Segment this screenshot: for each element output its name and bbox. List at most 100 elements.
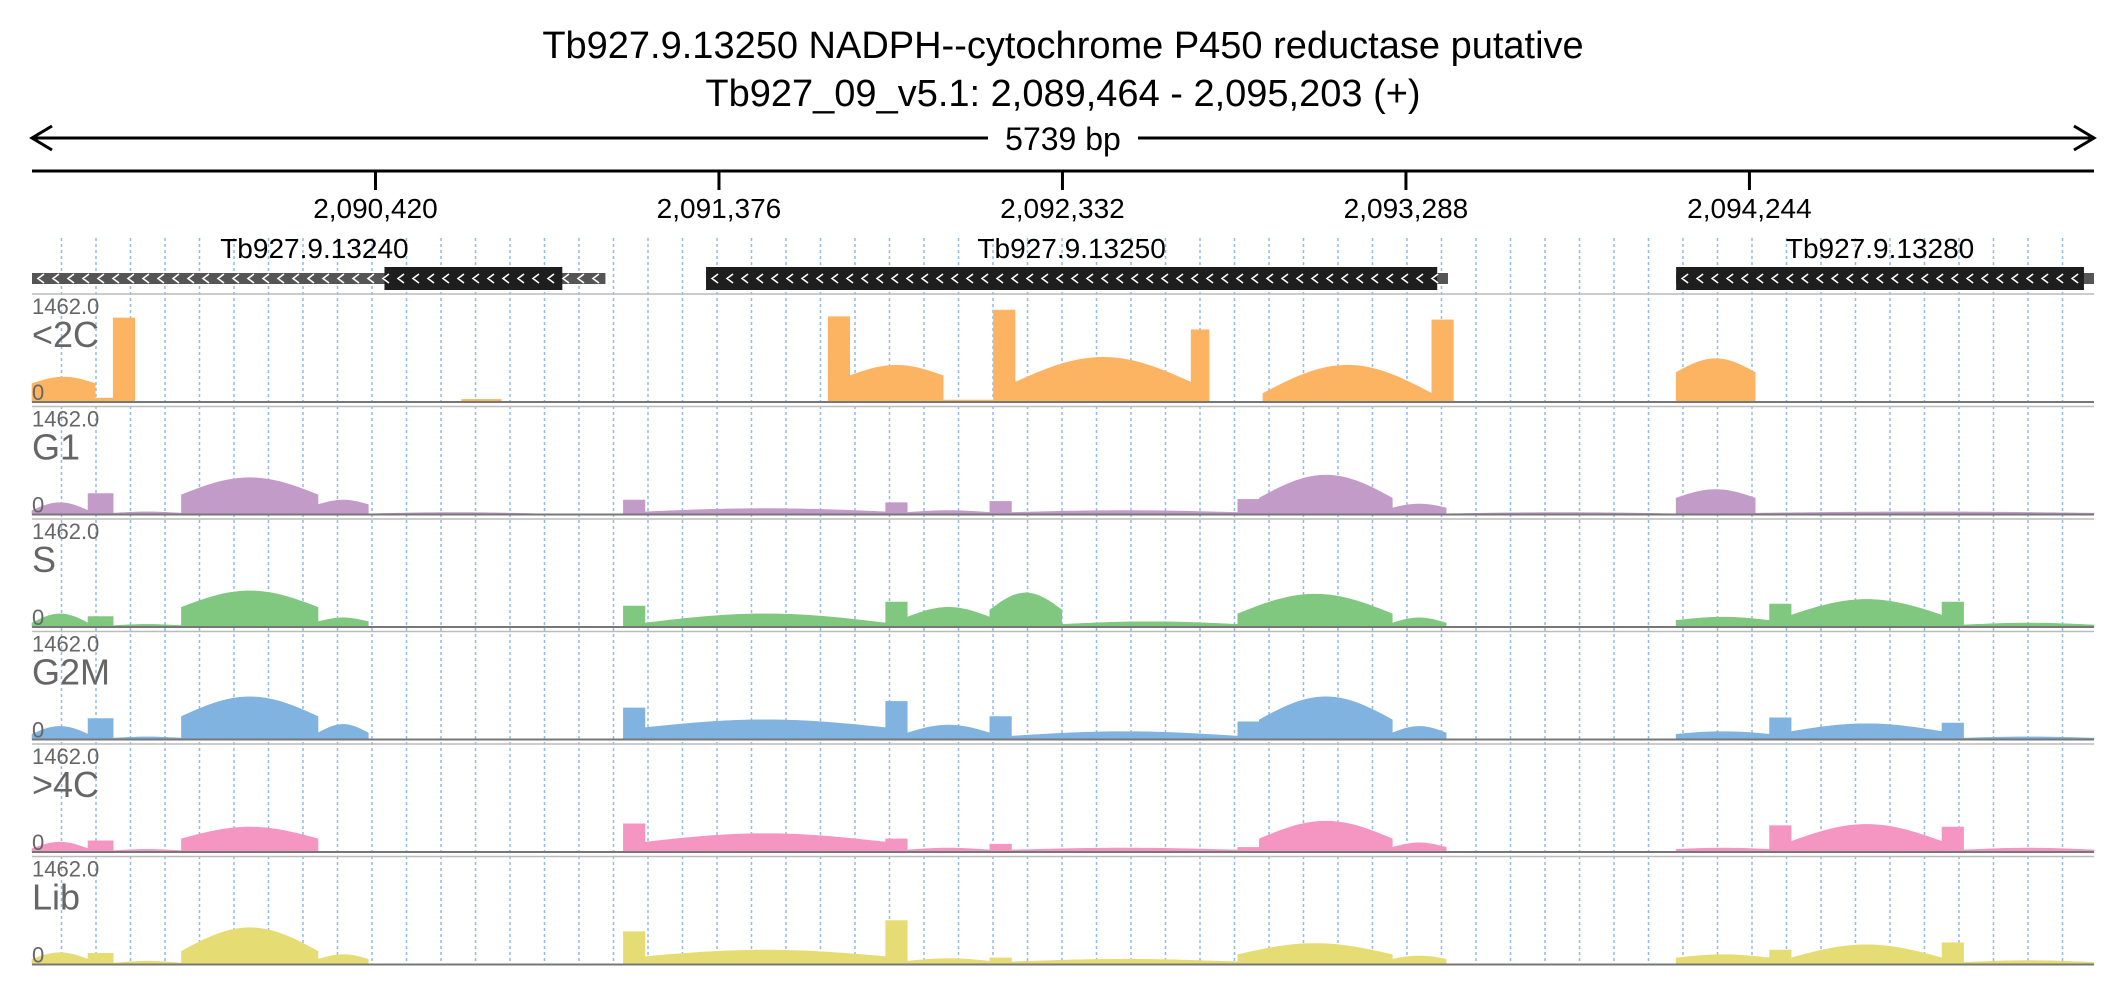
- chart-title: Tb927.9.13250 NADPH--cytochrome P450 red…: [542, 25, 1583, 67]
- coverage-area: [906, 724, 991, 740]
- coverage-area: [849, 364, 944, 403]
- coverage-track: 1462.0 0 >4C: [31, 743, 2095, 855]
- gene-label: Tb927.9.13250: [977, 233, 1165, 264]
- coverage-area: [31, 841, 89, 853]
- ruler-tick-label: 2,090,420: [313, 193, 438, 224]
- coverage-area: [623, 605, 646, 628]
- track-name-label: >4C: [32, 764, 99, 805]
- track-name-label: G1: [32, 427, 80, 468]
- coverage-area: [1014, 357, 1192, 403]
- gene-label: Tb927.9.13240: [220, 233, 408, 264]
- gene-cds-box: [1676, 267, 2084, 290]
- coverage-area: [87, 616, 114, 628]
- coverage-area: [989, 501, 1012, 515]
- coverage-area: [644, 613, 886, 628]
- coverage-area: [87, 493, 114, 515]
- gene: Tb927.9.13240: [32, 233, 606, 290]
- coverage-area: [644, 719, 886, 740]
- coverage-track: 1462.0 0 <2C: [31, 293, 2094, 405]
- coverage-area: [885, 502, 908, 515]
- coverage-area: [644, 949, 886, 965]
- gene: Tb927.9.13280: [1676, 233, 2094, 290]
- coverage-area: [1790, 599, 1943, 628]
- coverage-area: [885, 601, 908, 628]
- coverage-area: [1769, 603, 1792, 628]
- ruler-tick-label: 2,092,332: [1000, 193, 1125, 224]
- coverage-area: [623, 707, 646, 740]
- gene-track: Tb927.9.13240 Tb927.9.13250 Tb927.9.13280: [32, 233, 2094, 290]
- track-ymax-label: 1462.0: [32, 407, 99, 432]
- coverage-area: [885, 838, 908, 853]
- gene: Tb927.9.13250: [706, 233, 1448, 290]
- coverage-area: [31, 613, 89, 628]
- coverage-area: [989, 843, 1012, 853]
- coverage-area: [1262, 364, 1433, 403]
- track-ymin-label: 0: [32, 718, 44, 743]
- coverage-track: 1462.0 0 G1: [31, 405, 2095, 518]
- track-ymax-label: 1462.0: [32, 744, 99, 769]
- ruler-ticks: 2,090,420 2,091,376 2,092,332 2,093,288 2,09…: [313, 171, 1812, 224]
- coverage-area: [906, 607, 991, 628]
- track-name-label: G2M: [32, 652, 110, 693]
- coverage-area: [1675, 489, 1756, 515]
- ruler-tick-label: 2,094,244: [1687, 193, 1812, 224]
- coverage-area: [993, 309, 1016, 403]
- coverage-area: [31, 726, 89, 740]
- coverage-area: [989, 592, 1063, 628]
- coverage-track: 1462.0 0 G2M: [31, 630, 2095, 743]
- strand-chevron-icon: [36, 273, 600, 284]
- coverage-area: [1391, 503, 1447, 515]
- coverage-area: [644, 508, 886, 515]
- coverage-area: [623, 823, 646, 853]
- coverage-area: [31, 376, 96, 403]
- strand-chevron-icon: [1680, 273, 2079, 284]
- ruler-tick-label: 2,091,376: [657, 193, 782, 224]
- coverage-area: [1190, 329, 1210, 403]
- coverage-area: [31, 952, 89, 965]
- coverage-area: [1941, 601, 1964, 628]
- coverage-area: [317, 954, 369, 965]
- coverage-area: [112, 317, 136, 403]
- gene-label: Tb927.9.13280: [1786, 233, 1974, 264]
- coverage-area: [1790, 824, 1943, 853]
- coverage-area: [317, 499, 369, 515]
- strand-chevron-icon: [710, 273, 1439, 284]
- coverage-area: [1391, 842, 1447, 853]
- arrowhead-right-icon: [2073, 124, 2097, 152]
- coverage-area: [87, 840, 114, 853]
- coverage-area: [1675, 616, 1770, 628]
- chart-header: Tb927.9.13250 NADPH--cytochrome P450 red…: [542, 25, 1583, 115]
- track-ymin-label: 0: [32, 830, 44, 855]
- coverage-area: [1769, 717, 1792, 740]
- coverage-area: [317, 617, 369, 628]
- coverage-area: [1011, 958, 1239, 965]
- coverage-area: [181, 477, 319, 515]
- track-ymax-label: 1462.0: [32, 857, 99, 882]
- coverage-area: [1391, 955, 1447, 965]
- coverage-area: [885, 920, 908, 965]
- span-length-label: 5739 bp: [1005, 121, 1121, 157]
- coverage-area: [1259, 696, 1393, 740]
- arrowhead-left-icon: [29, 124, 53, 152]
- track-ymin-label: 0: [32, 605, 44, 630]
- track-name-label: S: [32, 539, 56, 580]
- coverage-area: [906, 958, 991, 965]
- coverage-area: [87, 953, 114, 965]
- coverage-area: [1061, 621, 1239, 628]
- coverage-area: [1941, 942, 1964, 965]
- coverage-area: [1259, 820, 1393, 853]
- track-ymax-label: 1462.0: [32, 632, 99, 657]
- coverage-area: [31, 502, 89, 515]
- coverage-area: [623, 499, 646, 515]
- track-ymin-label: 0: [32, 380, 44, 405]
- coverage-area: [1391, 617, 1447, 628]
- coverage-area: [827, 316, 851, 403]
- coverage-area: [1790, 723, 1943, 740]
- coverage-area: [623, 931, 646, 965]
- coverage-area: [181, 590, 319, 628]
- track-name-label: <2C: [32, 314, 99, 355]
- span-arrow: 5739 bp: [29, 121, 2097, 157]
- coverage-area: [1011, 731, 1239, 740]
- coverage-area: [1769, 825, 1792, 853]
